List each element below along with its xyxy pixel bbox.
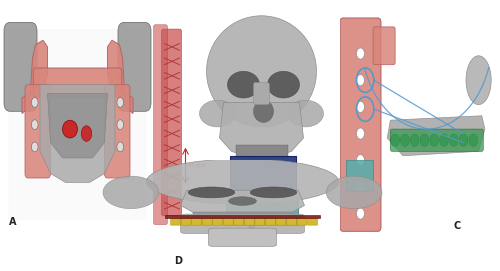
FancyBboxPatch shape [181,218,191,225]
Circle shape [356,75,364,86]
Polygon shape [387,116,485,156]
FancyBboxPatch shape [202,218,212,225]
Text: D: D [174,256,182,266]
Ellipse shape [250,187,297,198]
FancyBboxPatch shape [180,214,304,234]
FancyBboxPatch shape [162,29,182,216]
FancyBboxPatch shape [224,218,233,225]
FancyBboxPatch shape [373,27,395,65]
FancyBboxPatch shape [346,160,373,191]
FancyBboxPatch shape [4,22,37,111]
Circle shape [390,134,400,146]
Circle shape [356,48,364,59]
FancyBboxPatch shape [165,215,320,218]
Polygon shape [40,85,115,182]
FancyBboxPatch shape [154,25,168,225]
Circle shape [410,134,419,146]
Ellipse shape [81,126,92,141]
Circle shape [400,134,409,146]
Circle shape [450,134,458,146]
FancyBboxPatch shape [297,218,307,225]
Circle shape [420,134,429,146]
Ellipse shape [466,56,491,105]
FancyBboxPatch shape [226,196,298,225]
Circle shape [356,155,364,166]
Polygon shape [48,93,108,158]
Circle shape [117,98,123,107]
FancyBboxPatch shape [33,68,122,97]
FancyBboxPatch shape [236,145,288,158]
Circle shape [459,134,468,146]
Ellipse shape [188,187,235,198]
FancyBboxPatch shape [266,218,276,225]
Ellipse shape [103,176,159,209]
Circle shape [356,101,364,112]
Polygon shape [180,190,304,218]
Circle shape [356,181,364,192]
FancyBboxPatch shape [234,218,243,225]
Text: B: B [248,221,255,231]
Ellipse shape [254,100,274,122]
FancyBboxPatch shape [255,218,265,225]
FancyBboxPatch shape [170,218,180,225]
Polygon shape [22,40,48,114]
FancyBboxPatch shape [208,228,276,247]
Ellipse shape [146,159,338,204]
Text: 41 mm: 41 mm [188,163,205,168]
FancyBboxPatch shape [8,29,146,220]
FancyBboxPatch shape [254,82,270,105]
Ellipse shape [62,120,78,138]
FancyBboxPatch shape [276,218,286,225]
Polygon shape [108,40,133,114]
Ellipse shape [228,197,256,205]
Ellipse shape [268,71,300,98]
Text: A: A [8,217,16,227]
Circle shape [440,134,448,146]
Circle shape [32,142,38,152]
FancyBboxPatch shape [192,218,202,225]
FancyBboxPatch shape [230,156,296,198]
Polygon shape [220,102,304,158]
FancyBboxPatch shape [390,129,484,151]
Circle shape [32,98,38,107]
FancyBboxPatch shape [25,85,50,178]
Circle shape [32,120,38,130]
Ellipse shape [200,100,235,127]
Circle shape [117,120,123,130]
FancyBboxPatch shape [193,212,292,217]
Ellipse shape [206,16,316,127]
Circle shape [469,134,478,146]
FancyBboxPatch shape [244,218,254,225]
Ellipse shape [288,100,324,127]
Text: C: C [454,221,460,231]
FancyBboxPatch shape [104,85,130,178]
Circle shape [117,142,123,152]
Circle shape [356,128,364,139]
FancyBboxPatch shape [212,218,222,225]
FancyBboxPatch shape [308,218,318,225]
FancyBboxPatch shape [340,18,381,231]
FancyBboxPatch shape [286,218,296,225]
FancyBboxPatch shape [118,22,151,111]
Ellipse shape [326,176,382,209]
Ellipse shape [228,71,260,98]
Circle shape [430,134,438,146]
Circle shape [356,208,364,219]
